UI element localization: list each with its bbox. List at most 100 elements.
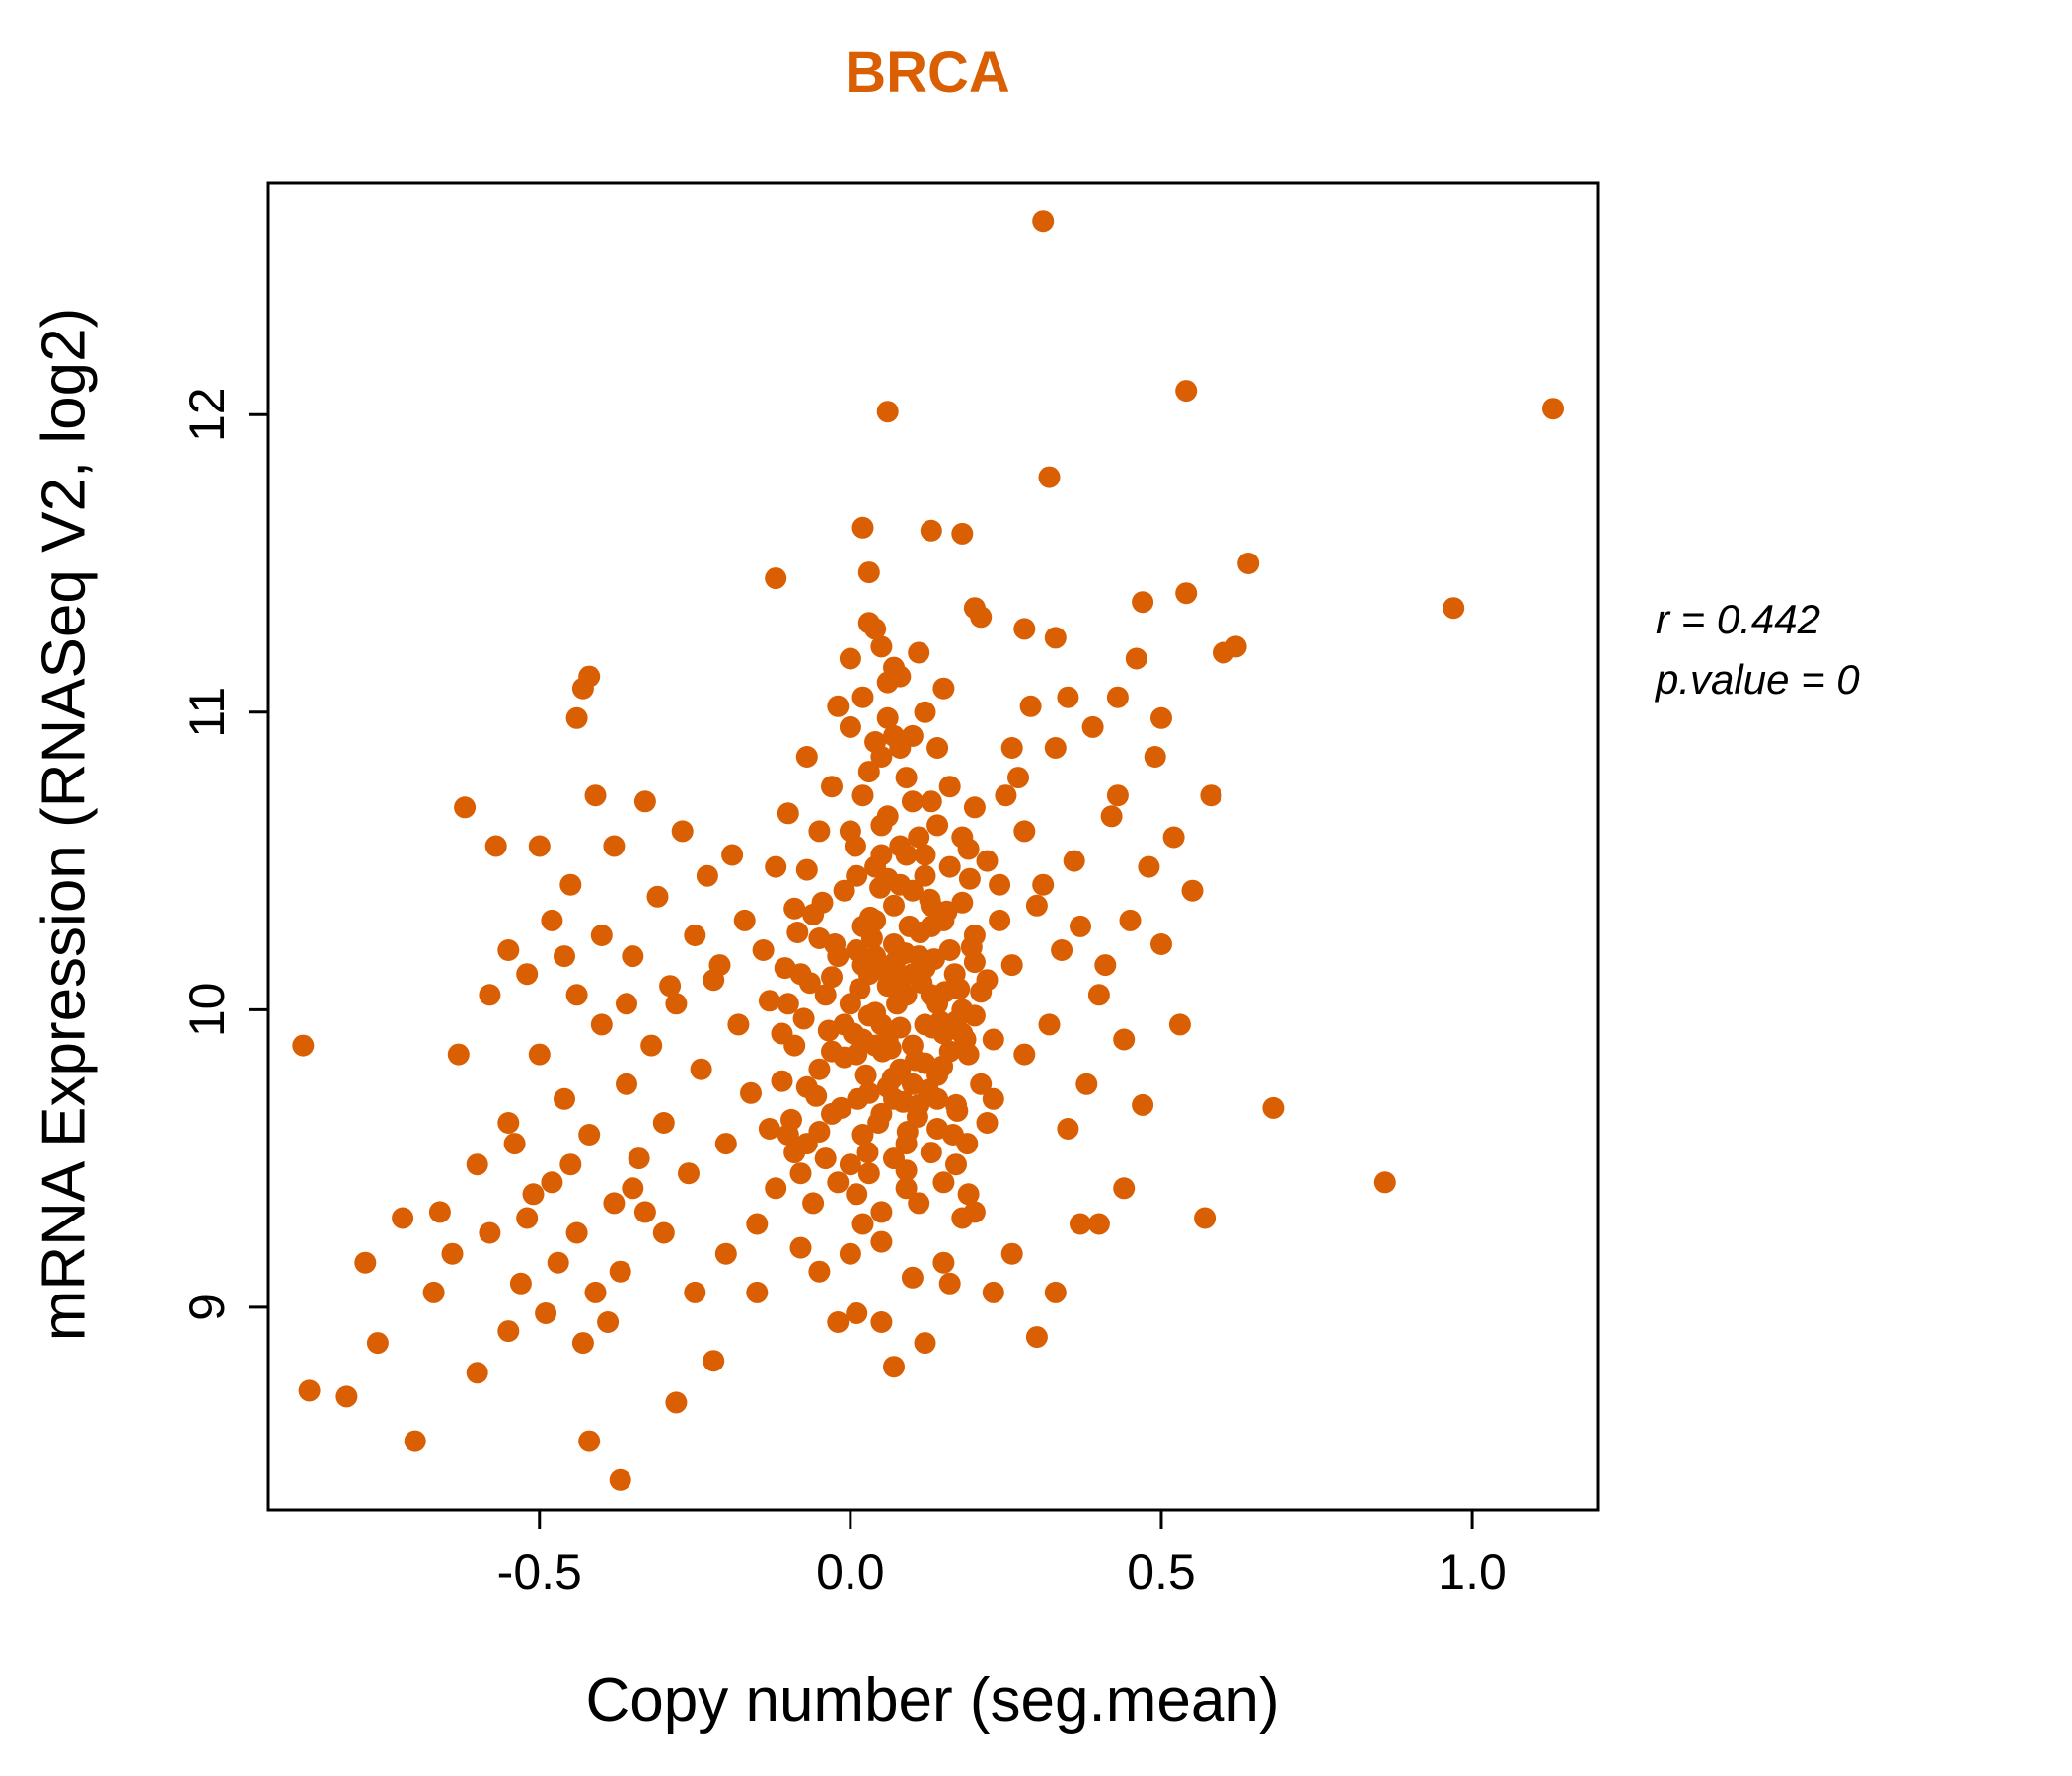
data-point: [938, 776, 961, 798]
data-point: [1100, 805, 1123, 828]
data-point: [970, 981, 993, 1003]
data-point: [696, 864, 718, 887]
y-tick-label: 10: [180, 983, 235, 1038]
data-point: [721, 844, 744, 866]
data-point: [908, 641, 930, 664]
p-value-text: p.value = 0: [1656, 655, 1860, 703]
data-point: [1013, 618, 1036, 640]
data-point: [1106, 784, 1129, 807]
data-point: [849, 978, 871, 1000]
chart-title: BRCA: [845, 40, 1010, 105]
data-point: [503, 1133, 526, 1155]
data-point: [447, 1043, 470, 1066]
data-point: [889, 665, 912, 688]
data-point: [1075, 1073, 1098, 1095]
data-point: [733, 909, 756, 931]
data-point: [479, 984, 501, 1006]
data-point: [758, 990, 780, 1012]
data-point: [846, 1183, 868, 1206]
x-tick-label: 1.0: [1438, 1544, 1507, 1599]
data-point: [883, 724, 905, 747]
data-point: [777, 802, 799, 825]
data-point: [771, 1070, 793, 1092]
data-point: [922, 1016, 944, 1039]
data-point: [932, 1251, 955, 1274]
data-point: [859, 906, 881, 928]
data-point: [867, 1112, 890, 1134]
data-point: [886, 993, 909, 1015]
x-tick-label: 0.5: [1127, 1544, 1196, 1599]
data-point: [870, 635, 893, 658]
data-point: [1138, 855, 1160, 878]
data-point: [963, 951, 986, 974]
correlation-annotation: r = 0.442 p.value = 0: [1656, 590, 1860, 710]
data-point: [908, 826, 930, 849]
data-point: [821, 966, 843, 989]
data-point: [740, 1081, 762, 1104]
data-point: [932, 909, 955, 931]
data-point: [976, 850, 999, 872]
data-point: [752, 939, 775, 961]
data-point: [901, 790, 924, 813]
data-point: [792, 1007, 815, 1030]
data-point: [746, 1213, 769, 1235]
data-point: [1162, 826, 1185, 849]
data-point: [684, 925, 706, 946]
data-point: [1070, 915, 1091, 937]
data-point: [821, 1040, 843, 1063]
data-point: [535, 1302, 557, 1324]
data-point: [884, 951, 907, 974]
data-point: [908, 1192, 930, 1215]
data-point: [876, 401, 899, 423]
data-point: [565, 984, 588, 1006]
data-point: [870, 1201, 893, 1223]
data-point: [1000, 1242, 1023, 1265]
data-point: [811, 891, 834, 914]
data-point: [516, 963, 539, 986]
data-point: [571, 677, 594, 700]
data-point: [1194, 1207, 1217, 1229]
data-point: [926, 1064, 949, 1086]
data-point: [652, 1221, 675, 1244]
data-point: [846, 1302, 868, 1324]
data-point: [946, 1099, 969, 1122]
data-point: [908, 1093, 930, 1116]
data-point: [857, 1162, 880, 1185]
data-point: [765, 855, 787, 878]
data-point: [1224, 635, 1247, 658]
data-point: [1113, 1028, 1136, 1051]
data-point: [808, 820, 831, 843]
x-axis-label: Copy number (seg.mean): [585, 1666, 1280, 1735]
data-point: [976, 1112, 999, 1134]
data-point: [516, 1207, 539, 1229]
data-point: [590, 925, 613, 946]
data-point: [795, 858, 818, 881]
data-point: [957, 838, 980, 860]
data-point: [547, 1251, 569, 1274]
data-point: [727, 1013, 750, 1036]
data-point: [774, 957, 796, 980]
data-point: [1044, 1281, 1067, 1303]
data-point: [901, 1266, 924, 1289]
data-point: [541, 909, 563, 931]
data-point: [857, 1004, 880, 1027]
data-point: [786, 922, 809, 943]
data-point: [584, 784, 607, 807]
data-point: [951, 1207, 974, 1229]
data-point: [497, 1112, 520, 1134]
data-point: [665, 993, 688, 1015]
data-point: [1168, 1013, 1191, 1036]
data-point: [860, 927, 883, 949]
data-point: [808, 927, 831, 949]
data-point: [335, 1385, 358, 1408]
data-point: [603, 1192, 626, 1215]
data-point: [1013, 1043, 1036, 1066]
data-point: [578, 1430, 601, 1452]
data-point: [914, 1332, 936, 1355]
data-point: [1150, 933, 1172, 955]
data-point: [1175, 582, 1198, 605]
data-point: [559, 1153, 582, 1176]
data-point: [957, 1183, 980, 1206]
data-point: [783, 897, 806, 920]
